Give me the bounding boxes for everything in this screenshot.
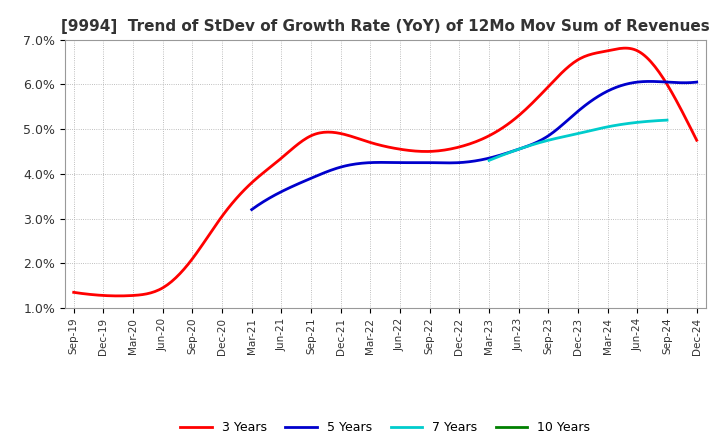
5 Years — [513, 147, 521, 153]
3 Years — [621, 45, 630, 51]
7 Years — [635, 120, 644, 125]
Line: 7 Years: 7 Years — [489, 120, 667, 161]
5 Years — [248, 207, 256, 212]
5 Years — [652, 79, 661, 84]
3 Years — [71, 290, 80, 295]
5 Years — [520, 145, 528, 150]
3 Years — [693, 138, 701, 143]
7 Years — [594, 126, 603, 132]
Title: [9994]  Trend of StDev of Growth Rate (YoY) of 12Mo Mov Sum of Revenues: [9994] Trend of StDev of Growth Rate (Yo… — [60, 19, 710, 34]
Line: 3 Years: 3 Years — [73, 48, 697, 296]
Legend: 3 Years, 5 Years, 7 Years, 10 Years: 3 Years, 5 Years, 7 Years, 10 Years — [176, 416, 595, 439]
Line: 5 Years: 5 Years — [252, 81, 697, 209]
5 Years — [510, 148, 519, 153]
3 Years — [442, 147, 451, 152]
7 Years — [485, 158, 493, 163]
5 Years — [622, 81, 631, 87]
7 Years — [485, 158, 494, 163]
3 Years — [638, 51, 647, 57]
5 Years — [249, 206, 258, 211]
3 Years — [69, 290, 78, 295]
7 Years — [646, 118, 654, 124]
3 Years — [113, 293, 122, 299]
7 Years — [590, 127, 599, 132]
5 Years — [693, 80, 701, 85]
7 Years — [662, 117, 671, 123]
3 Years — [597, 49, 606, 55]
7 Years — [590, 127, 599, 132]
3 Years — [453, 145, 462, 150]
3 Years — [440, 147, 449, 153]
5 Years — [647, 79, 655, 84]
